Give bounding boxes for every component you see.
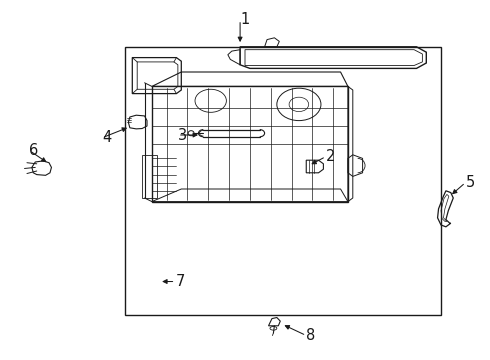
Text: 3: 3 [178,127,187,143]
Text: 6: 6 [29,143,39,158]
Text: 8: 8 [306,328,316,343]
Text: 7: 7 [175,274,185,289]
Bar [125,47,441,315]
Text: 2: 2 [326,149,335,164]
Text: 5: 5 [466,175,475,190]
Text: 1: 1 [240,12,249,27]
Text: 4: 4 [102,130,111,145]
